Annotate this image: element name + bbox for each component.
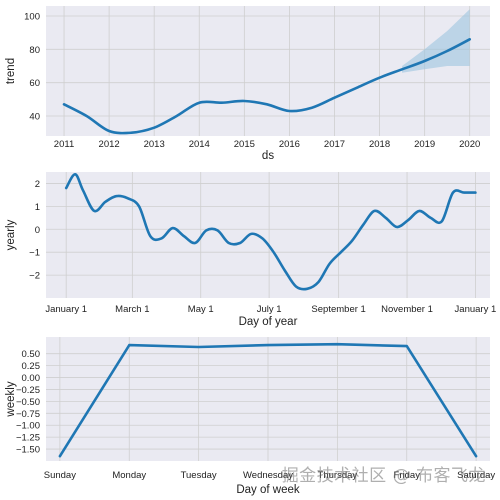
x-tick-label: Wednesday [243,470,293,481]
x-tick-label: Tuesday [181,470,217,481]
y-tick-label: 1 [35,202,40,213]
x-tick-label: Friday [394,470,421,481]
x-tick-label: Saturday [457,470,495,481]
x-tick-label: 2014 [189,139,210,150]
series-line-1 [64,173,477,291]
x-tick-label: 2015 [234,139,255,150]
x-tick-label: January 1 [45,304,87,315]
x-tick-label: 2019 [414,139,435,150]
y-tick-label: −0.25 [16,385,40,396]
x-tick-label: March 1 [115,304,149,315]
y-tick-label: −2 [29,271,40,282]
x-tick-label: 2017 [324,139,345,150]
series-line-1 [62,38,471,135]
x-tick-label: May 1 [188,304,214,315]
y-tick-label: 0.00 [22,373,41,384]
y-tick-label: −1.50 [16,445,40,456]
y-tick-label: 2 [35,179,40,190]
x-tick-label: Sunday [44,470,76,481]
y-tick-label: −0.50 [16,397,40,408]
y-tick-label: −0.75 [16,409,40,420]
x-tick-label: 2013 [144,139,165,150]
chart-panel-3: 0.500.250.00−0.25−0.50−0.75−1.00−1.25−1.… [5,337,495,496]
y-axis-label: weekly [5,381,17,417]
y-tick-label: −1.00 [16,421,40,432]
y-tick-label: −1.25 [16,433,40,444]
x-tick-label: 2020 [459,139,480,150]
x-tick-label: 2018 [369,139,390,150]
y-tick-label: 0.25 [22,361,41,372]
x-tick-label: 2012 [99,139,120,150]
chart-panel-2: −2 −1 0 1 2 January 1 March 1 May 1 July 1 Septem… [5,172,496,328]
plot-area [46,6,490,136]
x-tick-label: 2011 [54,139,74,150]
x-axis-label: Day of week [236,484,300,496]
x-tick-label: Thursday [318,470,358,481]
x-tick-label: July 1 [257,304,282,315]
x-tick-label: November 1 [381,304,433,315]
x-tick-label: Monday [112,470,146,481]
y-axis-label: trend [5,58,17,84]
y-tick-label: 0.50 [22,349,41,360]
x-axis-label: ds [262,150,274,162]
x-tick-label: January 1 [455,304,497,315]
y-tick-label: 100 [24,12,40,23]
y-axis-label: yearly [5,219,17,250]
series-line-1 [58,342,478,458]
y-tick-label: 60 [29,78,40,89]
y-tick-label: 40 [29,112,40,123]
x-tick-label: 2016 [279,139,300,150]
y-tick-label: 80 [29,45,40,56]
x-tick-label: September 1 [311,304,365,315]
y-tick-label: −1 [29,248,40,259]
x-axis-label: Day of year [239,316,298,328]
chart-panel-1: 40 60 80 100 2011 2012 2013 2014 2015 2016 2017 201… [5,6,490,162]
uncertainty-band [402,9,470,73]
y-tick-label: 0 [35,225,40,236]
plot-area [46,172,490,298]
